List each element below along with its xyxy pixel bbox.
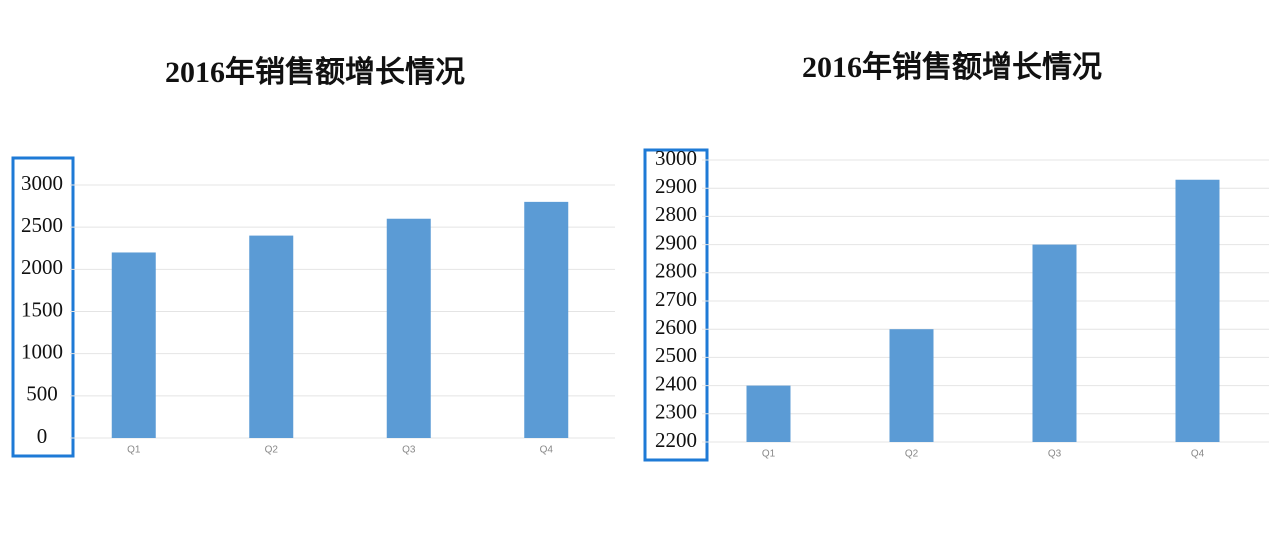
y-tick-label: 2700: [655, 287, 697, 311]
y-tick-label: 2300: [655, 400, 697, 424]
bar: [1175, 179, 1220, 443]
x-tick-label: Q2: [265, 445, 279, 456]
bar: [249, 235, 294, 438]
bar: [524, 201, 569, 438]
y-tick-label: 0: [37, 424, 48, 448]
x-tick-label: Q1: [762, 449, 776, 460]
y-tick-label: 2500: [21, 213, 63, 237]
y-tick-label: 2500: [655, 343, 697, 367]
y-tick-label: 3000: [655, 146, 697, 170]
bar: [111, 252, 156, 438]
bar: [746, 385, 791, 442]
x-tick-label: Q2: [905, 449, 919, 460]
y-tick-label: 2200: [655, 428, 697, 452]
x-tick-label: Q3: [402, 445, 416, 456]
y-tick-label: 2900: [655, 174, 697, 198]
y-tick-label: 2900: [655, 230, 697, 254]
y-tick-label: 1000: [21, 339, 63, 363]
axis-highlight: [643, 148, 709, 462]
x-tick-label: Q4: [1191, 449, 1205, 460]
x-tick-label: Q1: [127, 445, 141, 456]
y-tick-label: 500: [26, 382, 58, 406]
chart-title: 2016年销售额增长情况: [165, 56, 465, 89]
y-tick-label: 2600: [655, 315, 697, 339]
y-tick-label: 2000: [21, 255, 63, 279]
x-tick-label: Q4: [540, 445, 554, 456]
y-tick-label: 2800: [655, 202, 697, 226]
y-tick-label: 3000: [21, 171, 63, 195]
y-tick-label: 2400: [655, 371, 697, 395]
bar: [1032, 244, 1077, 442]
y-tick-label: 2800: [655, 259, 697, 283]
bar: [889, 329, 934, 442]
axis-highlight: [11, 156, 75, 458]
chart-title: 2016年销售额增长情况: [802, 51, 1102, 84]
bar: [386, 218, 431, 438]
x-tick-label: Q3: [1048, 449, 1062, 460]
y-tick-label: 1500: [21, 297, 63, 321]
